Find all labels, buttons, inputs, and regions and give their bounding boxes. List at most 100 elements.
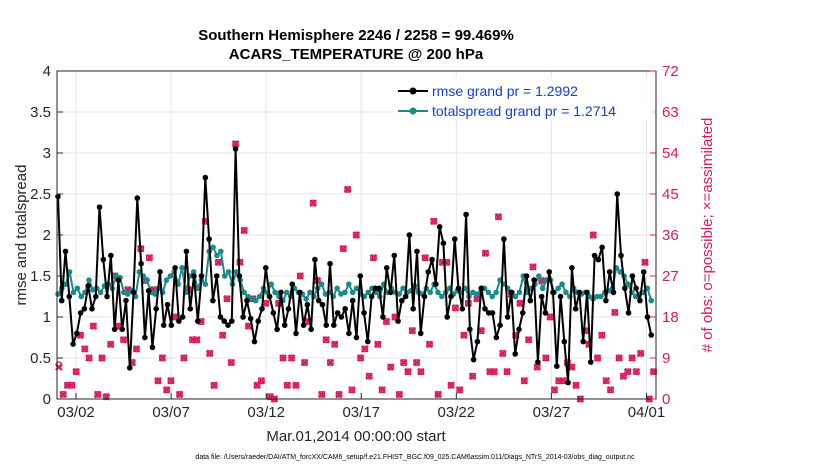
totalspread-point	[427, 289, 434, 296]
obs-assimilated-marker	[361, 345, 369, 353]
rmse-point	[111, 326, 118, 333]
rmse-point	[278, 289, 284, 296]
obs-possible-marker	[624, 368, 632, 376]
rmse-line	[57, 147, 653, 384]
x-tick-label: 03/07	[152, 404, 190, 421]
rmse-point	[77, 310, 84, 316]
totalspread-point	[202, 281, 209, 288]
rmse-point	[508, 289, 515, 296]
obs-assimilated-stroke	[296, 272, 305, 280]
obs-possible-marker	[520, 377, 528, 385]
rmse-point	[603, 297, 609, 304]
obs-assimilated-marker	[98, 354, 106, 362]
rmse-point	[535, 359, 541, 365]
obs-assimilated-marker	[468, 372, 477, 381]
obs-assimilated-marker	[455, 386, 464, 394]
obs-assimilated-marker	[451, 304, 460, 312]
obs-assimilated-stroke	[369, 253, 378, 262]
obs-assimilated-marker	[154, 376, 162, 385]
obs-possible-marker	[94, 390, 102, 398]
rmse-point	[183, 248, 190, 255]
rmse-point	[470, 356, 477, 363]
y-right-tick-label: 36	[662, 227, 679, 244]
rmse-point	[433, 281, 439, 288]
obs-assimilated-stroke	[98, 354, 106, 362]
totalspread-point	[272, 289, 278, 296]
obs-assimilated-marker	[520, 376, 529, 385]
obs-possible-marker	[145, 254, 153, 262]
obs-assimilated-stroke	[287, 354, 296, 362]
obs-assimilated-stroke	[89, 322, 98, 330]
totalspread-point	[268, 281, 275, 288]
obs-assimilated-stroke	[447, 381, 455, 390]
obs-possible-marker	[421, 254, 429, 262]
obs-possible-marker	[525, 336, 533, 344]
rmse-point	[576, 289, 583, 296]
obs-possible-marker	[374, 340, 382, 348]
obs-assimilated-marker	[119, 335, 128, 344]
rmse-point	[123, 297, 129, 304]
rmse-point	[451, 236, 458, 242]
totalspread-point	[307, 289, 313, 296]
obs-possible-marker	[257, 377, 265, 385]
rmse-point	[89, 306, 95, 312]
rmse-point	[440, 240, 447, 246]
obs-assimilated-marker	[348, 386, 356, 394]
obs-assimilated-stroke	[279, 354, 287, 362]
obs-possible-marker	[133, 345, 140, 353]
rmse-point	[519, 310, 526, 316]
obs-possible-marker	[615, 354, 623, 362]
totalspread-point	[62, 281, 69, 288]
y-right-tick-label: 72	[662, 63, 679, 80]
rmse-point	[255, 318, 262, 324]
totalspread-point	[97, 289, 104, 296]
obs-assimilated-marker	[167, 376, 175, 385]
rmse-point	[429, 256, 435, 263]
totalspread-point	[598, 293, 604, 300]
rmse-point	[334, 310, 341, 316]
rmse-point	[319, 301, 326, 308]
obs-assimilated-marker	[193, 335, 201, 344]
obs-assimilated-marker	[611, 308, 619, 317]
obs-possible-marker	[469, 372, 477, 380]
rmse-point	[572, 306, 579, 312]
rmse-point	[531, 277, 537, 283]
rmse-point	[194, 318, 201, 324]
obs-possible-marker	[59, 390, 67, 398]
rmse-point	[376, 285, 382, 292]
rmse-point	[210, 297, 216, 304]
rmse-point	[557, 293, 564, 300]
obs-assimilated-stroke	[477, 326, 485, 335]
obs-assimilated-stroke	[257, 376, 266, 385]
rmse-point	[126, 365, 133, 371]
obs-assimilated-stroke	[309, 199, 317, 207]
rmse-point	[467, 326, 473, 333]
rmse-point	[497, 322, 503, 329]
x-tick-label: 03/22	[438, 404, 476, 421]
obs-possible-marker	[598, 331, 606, 339]
rmse-point	[523, 273, 530, 279]
obs-assimilated-stroke	[451, 304, 460, 312]
rmse-point	[417, 330, 424, 337]
obs-assimilated-stroke	[404, 367, 412, 376]
obs-possible-marker	[456, 386, 464, 394]
obs-possible-marker	[417, 368, 425, 376]
obs-possible-marker	[365, 372, 373, 380]
totalspread-point	[221, 273, 228, 279]
totalspread-point	[70, 289, 77, 296]
rmse-point	[96, 204, 103, 210]
obs-possible-marker	[426, 340, 433, 348]
rmse-point	[599, 244, 605, 251]
grid-lines	[57, 71, 656, 399]
obs-assimilated-stroke	[72, 367, 80, 376]
obs-assimilated-marker	[352, 231, 361, 239]
rmse-point	[315, 297, 322, 304]
y-axis-left-label: rmse and totalspread	[13, 165, 30, 306]
obs-assimilated-stroke	[231, 140, 240, 148]
rmse-point	[550, 289, 556, 296]
y-right-tick-label: 27	[662, 268, 679, 285]
rmse-point	[297, 289, 303, 296]
rmse-point	[327, 260, 333, 267]
obs-assimilated-marker	[330, 340, 339, 349]
